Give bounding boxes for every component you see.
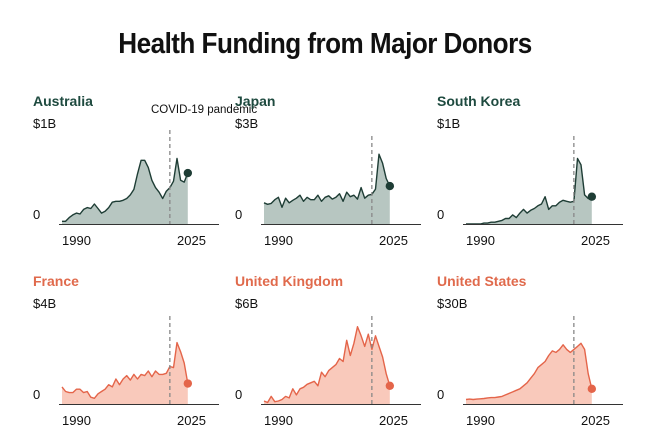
- x-tick-end-australia: 2025: [177, 233, 206, 248]
- chart-area-australia: [59, 130, 219, 225]
- y-max-label-united-kingdom: $6B: [235, 296, 259, 311]
- country-label-united-kingdom: United Kingdom: [235, 273, 344, 289]
- y-max-label-japan: $3B: [235, 116, 259, 131]
- panel-japan: Japan $3B 0 1990 2025: [235, 93, 425, 258]
- end-point-united-kingdom: [385, 381, 395, 390]
- series-line-south-korea: [466, 157, 593, 225]
- chart-area-united-kingdom: [261, 316, 421, 405]
- country-label-australia: Australia: [33, 93, 93, 109]
- chart-area-japan: [261, 136, 421, 225]
- panel-france: France $4B 0 1990 2025: [33, 273, 223, 438]
- panel-united-kingdom: United Kingdom $6B 0 1990 2025: [235, 273, 425, 438]
- area-fill-united-kingdom: [264, 326, 390, 404]
- x-tick-start-united-states: 1990: [466, 413, 495, 428]
- panel-united-states: United States $30B 0 1990 2025: [437, 273, 627, 438]
- x-tick-end-united-states: 2025: [581, 413, 610, 428]
- end-point-japan: [385, 181, 395, 191]
- chart-area-south-korea: [463, 136, 623, 225]
- x-tick-start-united-kingdom: 1990: [264, 413, 293, 428]
- country-label-united-states: United States: [437, 273, 527, 289]
- series-line-united-kingdom: [263, 326, 391, 404]
- country-label-south-korea: South Korea: [437, 93, 521, 109]
- y-max-label-australia: $1B: [33, 116, 57, 131]
- area-fill-united-states: [466, 343, 592, 404]
- chart-area-united-states: [463, 316, 623, 405]
- y-max-label-south-korea: $1B: [437, 116, 461, 131]
- area-fill-australia: [62, 158, 188, 224]
- country-label-japan: Japan: [235, 93, 276, 109]
- panel-south-korea: South Korea $1B 0 1990 2025: [437, 93, 627, 258]
- series-line-japan: [263, 153, 391, 208]
- y-zero-label-south-korea: 0: [437, 207, 445, 222]
- y-max-label-france: $4B: [33, 296, 57, 311]
- panel-australia: Australia $1B 0 1990 2025 COVID-19 pande…: [33, 93, 257, 258]
- series-line-united-states: [465, 342, 593, 401]
- y-zero-label-japan: 0: [235, 207, 243, 222]
- chart-area-france: [59, 316, 219, 405]
- chart-title: Health Funding from Major Donors: [118, 28, 532, 60]
- y-zero-label-united-kingdom: 0: [235, 387, 243, 402]
- area-fill-france: [62, 342, 188, 404]
- end-point-australia: [183, 168, 193, 178]
- end-point-south-korea: [587, 192, 597, 201]
- x-tick-end-japan: 2025: [379, 233, 408, 248]
- end-point-france: [183, 379, 193, 388]
- x-tick-start-france: 1990: [62, 413, 91, 428]
- x-tick-end-united-kingdom: 2025: [379, 413, 408, 428]
- y-zero-label-france: 0: [33, 387, 41, 402]
- series-line-australia: [62, 157, 189, 222]
- y-zero-label-united-states: 0: [437, 387, 445, 402]
- x-tick-start-south-korea: 1990: [466, 233, 495, 248]
- country-label-france: France: [33, 273, 79, 289]
- area-fill-japan: [264, 154, 390, 224]
- end-point-united-states: [587, 384, 597, 394]
- x-tick-start-japan: 1990: [264, 233, 293, 248]
- x-tick-end-france: 2025: [177, 413, 206, 428]
- series-line-france: [61, 341, 189, 399]
- area-fill-south-korea: [466, 158, 592, 224]
- x-tick-start-australia: 1990: [62, 233, 91, 248]
- y-max-label-united-states: $30B: [437, 296, 468, 311]
- covid-annotation: COVID-19 pandemic: [151, 104, 258, 116]
- y-zero-label-australia: 0: [33, 207, 41, 222]
- x-tick-end-south-korea: 2025: [581, 233, 610, 248]
